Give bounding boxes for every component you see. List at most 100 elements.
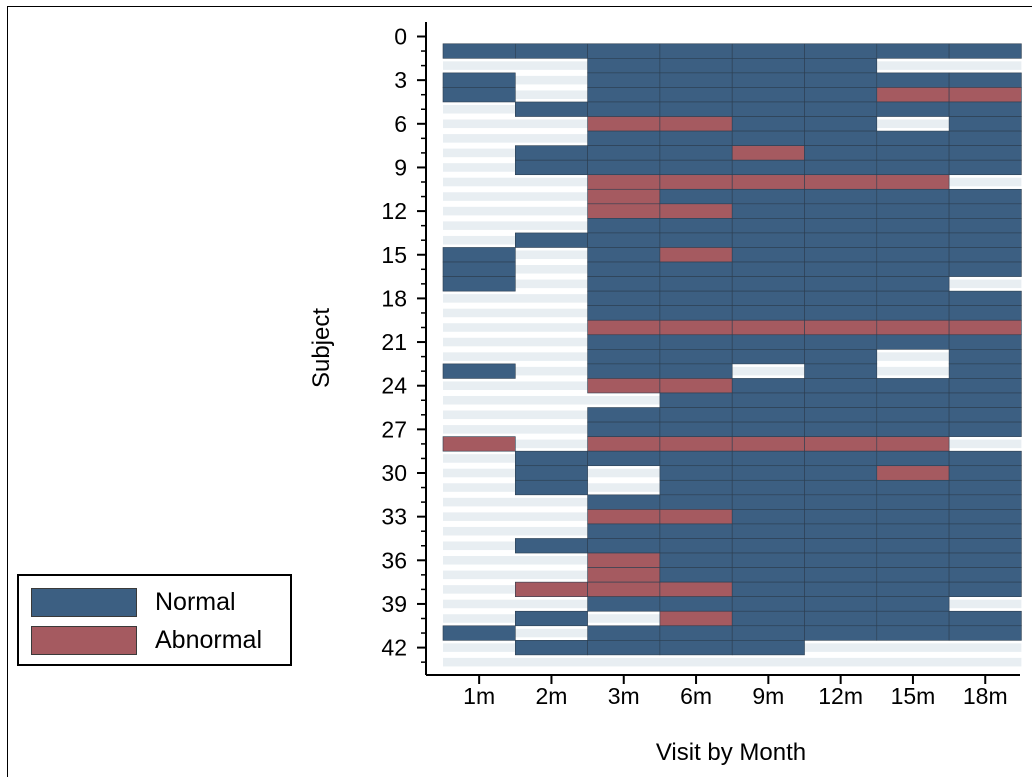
cell-abnormal: [587, 188, 661, 205]
cell-normal: [731, 159, 805, 176]
cell-normal: [659, 334, 733, 350]
cell-normal: [876, 596, 950, 612]
cell-normal: [948, 465, 1022, 481]
cell-normal: [731, 625, 805, 641]
cell-abnormal: [659, 509, 733, 525]
cell-normal: [804, 276, 878, 292]
cell-normal: [731, 116, 805, 132]
y-tick-label: 24: [381, 373, 407, 399]
legend-swatch-normal: [31, 587, 137, 617]
cell-normal: [587, 625, 661, 641]
cell-normal: [659, 523, 733, 539]
cell-normal: [442, 625, 516, 641]
y-tick-label: 9: [394, 154, 407, 180]
cell-normal: [442, 363, 516, 379]
cell-normal: [804, 232, 878, 248]
cell-abnormal: [659, 610, 733, 627]
cell-normal: [804, 509, 878, 525]
x-tick-label: 18m: [963, 683, 1008, 709]
cell-abnormal: [587, 319, 661, 336]
cell-normal: [659, 159, 733, 176]
cell-normal: [731, 203, 805, 219]
cell-normal: [948, 567, 1022, 583]
cell-normal: [804, 159, 878, 176]
cell-normal: [948, 610, 1022, 627]
cell-normal: [587, 261, 661, 277]
cell-normal: [587, 290, 661, 306]
cell-normal: [731, 479, 805, 496]
cell-normal: [804, 479, 878, 496]
cell-normal: [587, 640, 661, 656]
cell-normal: [876, 290, 950, 306]
cell-normal: [514, 232, 588, 248]
cell-normal: [948, 43, 1022, 59]
cell-normal: [587, 232, 661, 248]
cell-normal: [731, 421, 805, 437]
cell-normal: [876, 567, 950, 583]
cell-normal: [587, 407, 661, 423]
cell-abnormal: [659, 174, 733, 190]
cell-normal: [587, 349, 661, 365]
x-axis-label: Visit by Month: [656, 739, 806, 766]
cell-normal: [659, 349, 733, 365]
cell-normal: [731, 232, 805, 248]
cell-normal: [587, 130, 661, 146]
cell-normal: [948, 552, 1022, 568]
cell-normal: [731, 640, 805, 656]
cell-normal: [587, 72, 661, 88]
cell-normal: [948, 305, 1022, 321]
cell-normal: [876, 552, 950, 568]
cell-normal: [876, 145, 950, 161]
cell-normal: [659, 87, 733, 103]
cell-normal: [731, 610, 805, 627]
cell-normal: [876, 494, 950, 510]
cell-normal: [731, 465, 805, 481]
cell-abnormal: [731, 145, 805, 161]
y-tick-label: 12: [381, 198, 407, 224]
cell-normal: [514, 145, 588, 161]
cell-normal: [876, 625, 950, 641]
cell-normal: [659, 232, 733, 248]
cell-abnormal: [587, 509, 661, 525]
cell-normal: [804, 72, 878, 88]
cell-normal: [804, 334, 878, 350]
cell-normal: [587, 247, 661, 263]
cell-abnormal: [587, 116, 661, 132]
legend-label-normal: Normal: [155, 587, 236, 616]
cell-normal: [804, 407, 878, 423]
cell-abnormal: [948, 319, 1022, 336]
cell-normal: [948, 218, 1022, 234]
cell-normal: [514, 610, 588, 627]
cell-normal: [659, 625, 733, 641]
cell-normal: [514, 640, 588, 656]
x-tick-label: 3m: [608, 683, 640, 709]
cell-abnormal: [876, 174, 950, 190]
cell-normal: [876, 378, 950, 394]
legend-item-abnormal: Abnormal: [31, 624, 262, 656]
cell-normal: [659, 130, 733, 146]
cell-normal: [804, 130, 878, 146]
cell-normal: [876, 72, 950, 88]
cell-normal: [659, 305, 733, 321]
cell-abnormal: [659, 319, 733, 336]
cell-normal: [948, 159, 1022, 176]
cell-normal: [659, 450, 733, 467]
cell-normal: [731, 290, 805, 306]
cell-normal: [587, 421, 661, 437]
cell-normal: [731, 552, 805, 568]
cell-normal: [731, 567, 805, 583]
cell-abnormal: [731, 174, 805, 190]
cell-normal: [948, 538, 1022, 554]
cell-normal: [659, 421, 733, 437]
cell-normal: [876, 610, 950, 627]
cell-normal: [731, 581, 805, 597]
y-tick-label: 33: [381, 504, 407, 530]
y-tick-label: 27: [381, 416, 407, 442]
cell-normal: [587, 276, 661, 292]
cell-normal: [948, 349, 1022, 365]
cell-normal: [731, 349, 805, 365]
chart-frame: [7, 6, 1032, 777]
cell-normal: [731, 392, 805, 408]
cell-abnormal: [587, 436, 661, 452]
cell-normal: [731, 305, 805, 321]
